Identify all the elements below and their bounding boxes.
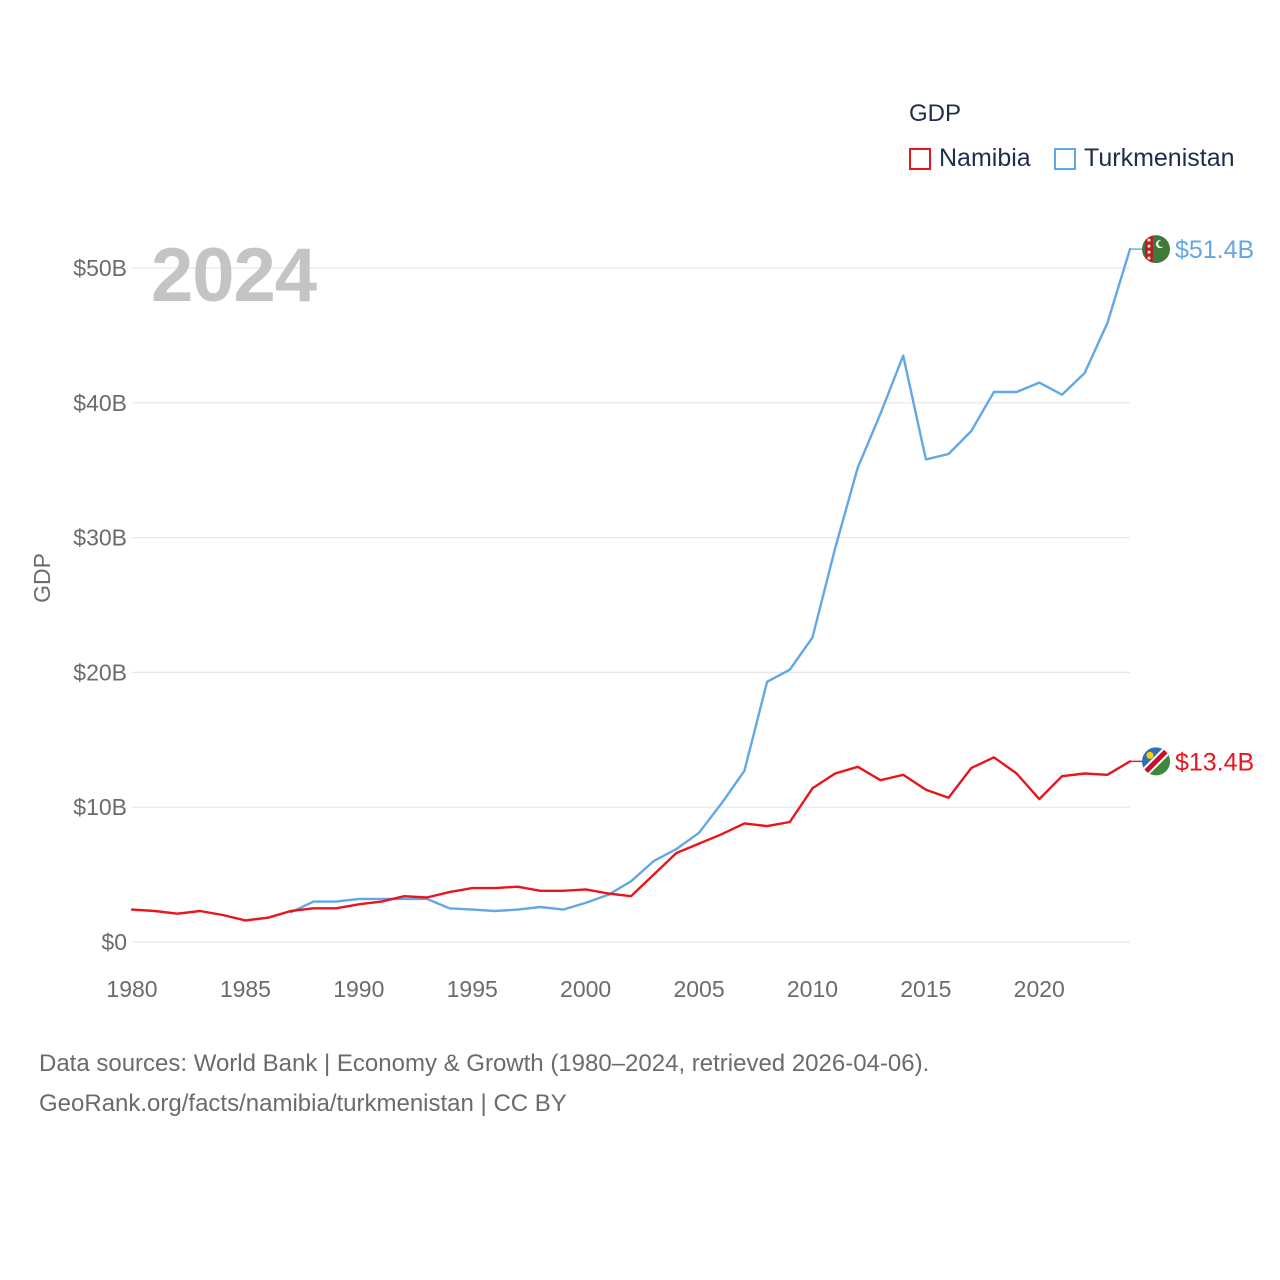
x-tick-label: 2005	[673, 976, 724, 1002]
legend-swatch-namibia	[909, 147, 931, 170]
x-tick-label: 1990	[333, 976, 384, 1002]
grid-lines	[132, 267, 1130, 943]
x-tick-label: 1985	[220, 976, 271, 1002]
y-tick-label: $30B	[73, 525, 127, 551]
series-line-namibia	[130, 756, 1132, 922]
legend-title: GDP	[909, 100, 962, 127]
turkmenistan-flag-icon	[1142, 235, 1170, 264]
footer-link[interactable]: GeoRank.org/facts/namibia/turkmenistan |…	[39, 1090, 567, 1117]
x-tick-label: 2020	[1014, 976, 1065, 1002]
legend-swatch-turkmenistan	[1054, 147, 1076, 170]
year-watermark: 2024	[151, 233, 317, 318]
x-tick-label: 2000	[560, 976, 611, 1002]
series-line-turkmenistan	[289, 247, 1132, 914]
legend-item-turkmenistan[interactable]: Turkmenistan	[1054, 144, 1235, 173]
y-tick-label: $20B	[73, 659, 127, 685]
footer-sources: Data sources: World Bank | Economy & Gro…	[39, 1050, 930, 1077]
y-tick-label: $10B	[73, 794, 127, 820]
x-tick-label: 2015	[900, 976, 951, 1002]
series-lines	[130, 247, 1132, 922]
x-axis-tick-labels: 1980 1985 1990 1995 2000 2005 2010 2015 2020	[106, 976, 1064, 1002]
y-axis-tick-labels: $0 $10B $20B $30B $40B $50B	[73, 255, 127, 955]
y-tick-label: $50B	[73, 255, 127, 281]
x-tick-label: 2010	[787, 976, 838, 1002]
legend-label-turkmenistan: Turkmenistan	[1084, 144, 1235, 172]
y-tick-label: $0	[101, 929, 127, 955]
end-value-label-turkmenistan: $51.4B	[1175, 236, 1254, 264]
x-tick-label: 1980	[106, 976, 157, 1002]
footer: Data sources: World Bank | Economy & Gro…	[39, 1044, 929, 1124]
namibia-flag-icon	[1142, 747, 1170, 776]
y-tick-label: $40B	[73, 390, 127, 416]
series-end-markers: $13.4B $51.4B	[1130, 235, 1254, 776]
legend-item-namibia[interactable]: Namibia	[909, 144, 1031, 173]
end-value-label-namibia: $13.4B	[1175, 748, 1254, 776]
x-tick-label: 1995	[447, 976, 498, 1002]
y-axis-title: GDP	[29, 553, 55, 603]
legend-label-namibia: Namibia	[939, 144, 1031, 172]
